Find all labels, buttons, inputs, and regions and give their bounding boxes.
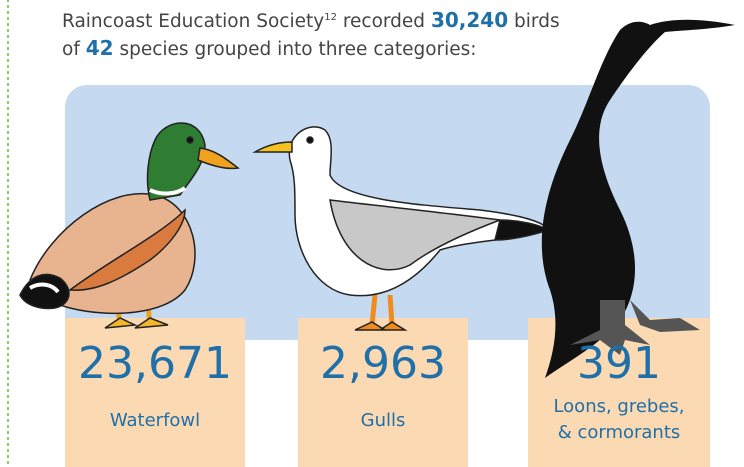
org-name: Raincoast Education Society <box>62 11 324 32</box>
birds-total: 30,240 <box>431 8 508 32</box>
intro-text: recorded <box>343 11 425 32</box>
infographic: 23,671 Waterfowl 2,963 Gulls 391 Loons, grebe… <box>0 0 744 467</box>
intro-text: of <box>62 39 80 60</box>
footnote: 12 <box>324 12 337 23</box>
illustration: 23,671 Waterfowl 2,963 Gulls 391 Loons, grebe… <box>0 0 744 467</box>
category-label: Loons, grebes, <box>553 396 684 417</box>
count: 391 <box>577 338 661 389</box>
category-label: Gulls <box>361 410 406 431</box>
category-label: & cormorants <box>558 422 681 443</box>
category-label: Waterfowl <box>110 410 200 431</box>
count: 2,963 <box>320 338 446 389</box>
intro-text: birds <box>514 11 560 32</box>
intro-text: species grouped into three categories: <box>119 39 476 60</box>
intro-text: Raincoast Education Society12 recorded 3… <box>62 4 560 63</box>
species-total: 42 <box>86 36 114 60</box>
count: 23,671 <box>78 338 232 389</box>
